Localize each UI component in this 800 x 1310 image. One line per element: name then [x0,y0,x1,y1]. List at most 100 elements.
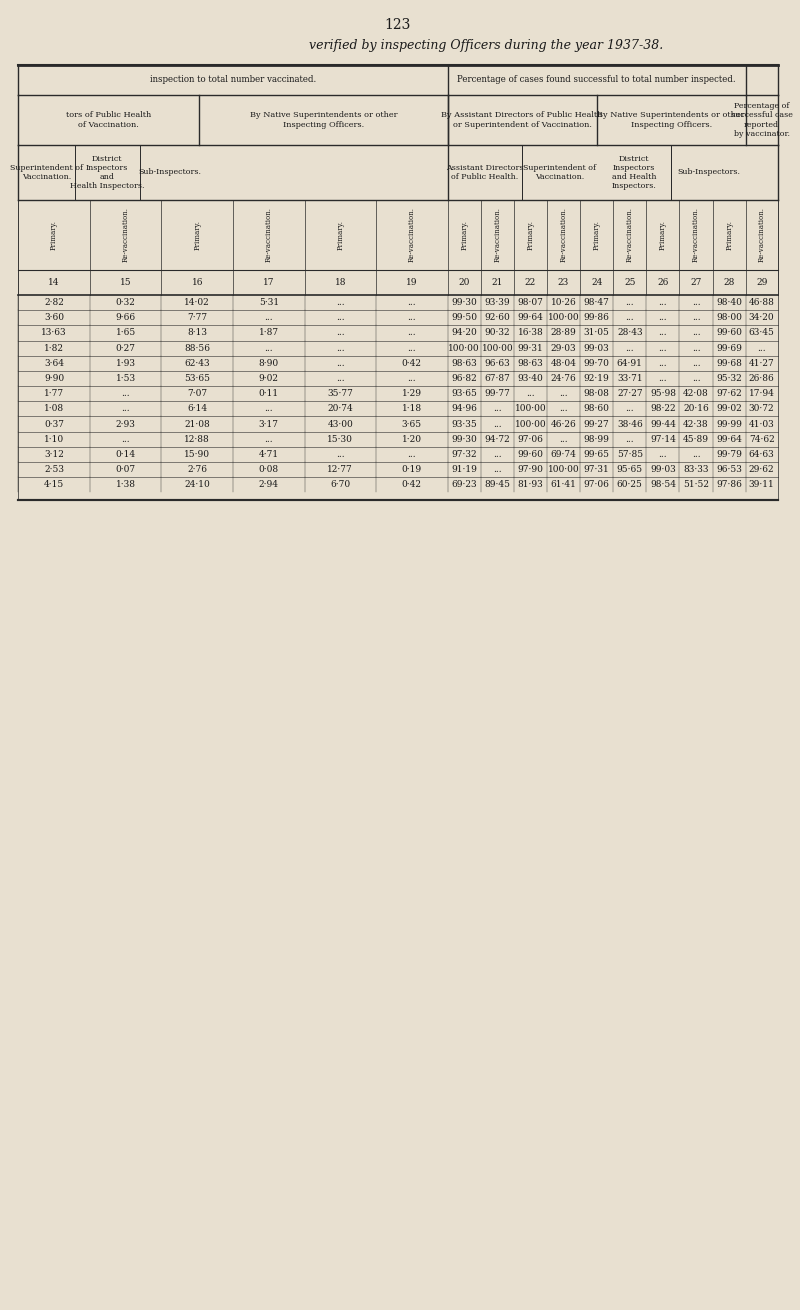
Text: 81·93: 81·93 [518,481,543,490]
Text: ...: ... [336,375,345,383]
Text: 46·26: 46·26 [550,419,577,428]
Text: 99·60: 99·60 [716,329,742,338]
Text: ...: ... [692,329,700,338]
Text: 94·20: 94·20 [451,329,477,338]
Text: 10·26: 10·26 [550,299,577,307]
Text: 15: 15 [120,278,131,287]
Text: By Native Superintendents or other
Inspecting Officers.: By Native Superintendents or other Inspe… [250,111,397,128]
Text: ...: ... [758,343,766,352]
Text: 9·66: 9·66 [116,313,136,322]
Text: 97·06: 97·06 [584,481,610,490]
Text: 41·27: 41·27 [749,359,774,368]
Text: 99·60: 99·60 [518,449,543,458]
Text: 8·90: 8·90 [258,359,279,368]
Text: 34·20: 34·20 [749,313,774,322]
Text: ...: ... [493,449,502,458]
Text: 24·76: 24·76 [550,375,577,383]
Text: 9·02: 9·02 [258,375,278,383]
Text: ...: ... [407,299,416,307]
Text: Superintendent of
Vaccination.: Superintendent of Vaccination. [523,164,596,181]
Text: 21·08: 21·08 [184,419,210,428]
Text: ...: ... [407,449,416,458]
Text: 98·08: 98·08 [584,389,610,398]
Text: Re-vaccination.: Re-vaccination. [122,207,130,262]
Text: 1·38: 1·38 [116,481,136,490]
Text: 24: 24 [591,278,602,287]
Text: 1·08: 1·08 [44,405,64,414]
Text: 100·00: 100·00 [448,343,480,352]
Text: ...: ... [626,299,634,307]
Text: 23: 23 [558,278,569,287]
Text: 26: 26 [658,278,669,287]
Text: ...: ... [122,405,130,414]
Text: 1·93: 1·93 [116,359,136,368]
Text: 98·63: 98·63 [518,359,543,368]
Text: 1·20: 1·20 [402,435,422,444]
Text: 19: 19 [406,278,418,287]
Text: 98·22: 98·22 [650,405,676,414]
Text: 1·77: 1·77 [44,389,64,398]
Text: 95·32: 95·32 [716,375,742,383]
Text: 1·87: 1·87 [258,329,279,338]
Text: 95·65: 95·65 [617,465,643,474]
Text: 1·10: 1·10 [44,435,64,444]
Text: 98·54: 98·54 [650,481,676,490]
Text: 9·90: 9·90 [44,375,64,383]
Text: 16·38: 16·38 [518,329,543,338]
Text: 64·63: 64·63 [749,449,774,458]
Text: 0·14: 0·14 [116,449,136,458]
Text: 1·65: 1·65 [115,329,136,338]
Text: 27·27: 27·27 [617,389,642,398]
Text: 42·38: 42·38 [683,419,709,428]
Text: Re-vaccination.: Re-vaccination. [265,207,273,262]
Text: 93·65: 93·65 [451,389,477,398]
Text: ...: ... [407,375,416,383]
Text: 20: 20 [458,278,470,287]
Text: ...: ... [626,343,634,352]
Text: verified by inspecting Officers during the year 1937-38.: verified by inspecting Officers during t… [309,38,662,51]
Text: 97·32: 97·32 [451,449,477,458]
Text: 30·72: 30·72 [749,405,774,414]
Text: 29·03: 29·03 [550,343,576,352]
Text: 16: 16 [191,278,203,287]
Text: 61·41: 61·41 [550,481,577,490]
Text: 6·70: 6·70 [330,481,350,490]
Text: ...: ... [692,299,700,307]
Text: ...: ... [336,449,345,458]
Text: 3·17: 3·17 [258,419,278,428]
Text: 51·52: 51·52 [683,481,709,490]
Text: Percentage of
successful case
reported
by vaccinator.: Percentage of successful case reported b… [730,102,793,138]
Text: 3·65: 3·65 [402,419,422,428]
Text: 0·27: 0·27 [116,343,136,352]
Text: 1·18: 1·18 [402,405,422,414]
Text: 83·33: 83·33 [683,465,709,474]
Text: 12·88: 12·88 [184,435,210,444]
Text: ...: ... [658,343,667,352]
Text: 74·62: 74·62 [749,435,774,444]
Text: 17: 17 [263,278,274,287]
Text: 98·60: 98·60 [584,405,610,414]
Text: 0·19: 0·19 [402,465,422,474]
Text: ...: ... [336,329,345,338]
Text: 18: 18 [334,278,346,287]
Text: Superintendent of
Vaccination.: Superintendent of Vaccination. [10,164,83,181]
Text: 15·30: 15·30 [327,435,354,444]
Text: ...: ... [265,343,273,352]
Text: 99·27: 99·27 [584,419,610,428]
Text: 97·86: 97·86 [716,481,742,490]
Text: 1·53: 1·53 [116,375,136,383]
Text: 95·98: 95·98 [650,389,676,398]
Text: ...: ... [626,435,634,444]
Text: 33·71: 33·71 [617,375,642,383]
Text: 100·00: 100·00 [514,405,546,414]
Text: 99·03: 99·03 [584,343,610,352]
Text: 29·62: 29·62 [749,465,774,474]
Text: ...: ... [658,375,667,383]
Text: Percentage of cases found successful to total number inspected.: Percentage of cases found successful to … [458,76,736,85]
Text: 98·07: 98·07 [518,299,543,307]
Text: Re-vaccination.: Re-vaccination. [758,207,766,262]
Text: Sub-Inspectors.: Sub-Inspectors. [677,169,740,177]
Text: 99·30: 99·30 [451,299,477,307]
Text: 17·94: 17·94 [749,389,774,398]
Text: Primary.: Primary. [460,220,468,250]
